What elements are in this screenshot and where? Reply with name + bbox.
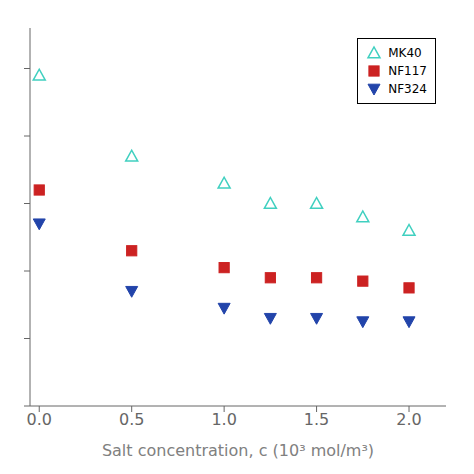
svg-text:0.5: 0.5 — [119, 410, 144, 429]
svg-text:0.0: 0.0 — [27, 410, 52, 429]
html-text:NF117: NF117 — [388, 64, 427, 78]
svg-text:1.0: 1.0 — [211, 410, 236, 429]
svg-text:Salt concentration, c (10³ mol: Salt concentration, c (10³ mol/m³) — [102, 441, 374, 460]
svg-text:1.5: 1.5 — [304, 410, 329, 429]
svg-text:2.0: 2.0 — [396, 410, 421, 429]
html-text:NF324: NF324 — [388, 82, 427, 96]
html-text:MK40: MK40 — [388, 46, 422, 60]
